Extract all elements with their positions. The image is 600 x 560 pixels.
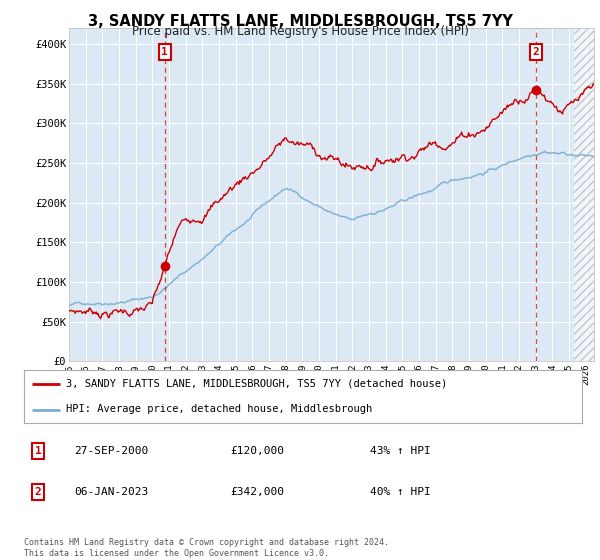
Text: 2: 2 xyxy=(533,47,539,57)
Text: 40% ↑ HPI: 40% ↑ HPI xyxy=(370,487,431,497)
Bar xyxy=(574,28,594,361)
Text: 2: 2 xyxy=(35,487,41,497)
Text: £120,000: £120,000 xyxy=(230,446,284,456)
Text: 27-SEP-2000: 27-SEP-2000 xyxy=(74,446,148,456)
Text: £342,000: £342,000 xyxy=(230,487,284,497)
Text: Price paid vs. HM Land Registry's House Price Index (HPI): Price paid vs. HM Land Registry's House … xyxy=(131,25,469,38)
Text: 1: 1 xyxy=(161,47,168,57)
Text: HPI: Average price, detached house, Middlesbrough: HPI: Average price, detached house, Midd… xyxy=(66,404,372,414)
Text: 43% ↑ HPI: 43% ↑ HPI xyxy=(370,446,431,456)
Bar xyxy=(574,28,594,361)
Text: 3, SANDY FLATTS LANE, MIDDLESBROUGH, TS5 7YY: 3, SANDY FLATTS LANE, MIDDLESBROUGH, TS5… xyxy=(88,14,512,29)
Text: 06-JAN-2023: 06-JAN-2023 xyxy=(74,487,148,497)
Text: Contains HM Land Registry data © Crown copyright and database right 2024.
This d: Contains HM Land Registry data © Crown c… xyxy=(24,538,389,558)
Text: 1: 1 xyxy=(35,446,41,456)
Text: 3, SANDY FLATTS LANE, MIDDLESBROUGH, TS5 7YY (detached house): 3, SANDY FLATTS LANE, MIDDLESBROUGH, TS5… xyxy=(66,379,447,389)
